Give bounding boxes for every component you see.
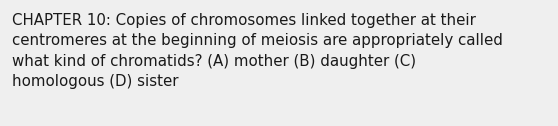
Text: CHAPTER 10: Copies of chromosomes linked together at their
centromeres at the be: CHAPTER 10: Copies of chromosomes linked… (12, 13, 503, 89)
